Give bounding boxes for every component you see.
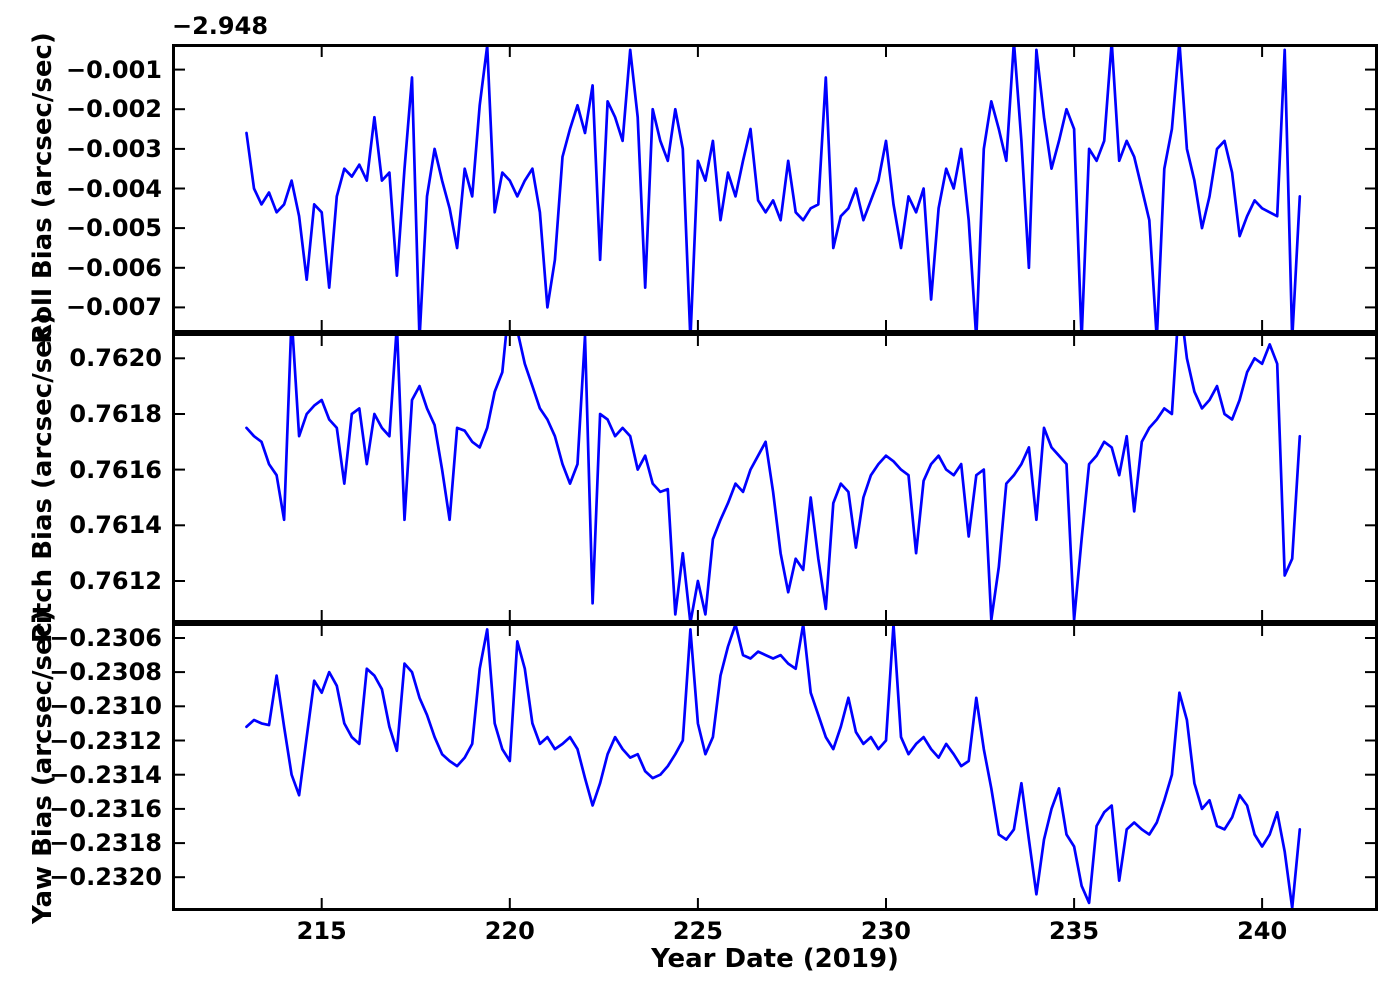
y-tick-label: −0.004 — [65, 174, 162, 203]
y-tick-label: 0.7620 — [69, 344, 162, 373]
yaw-bias-chart-svg — [175, 626, 1375, 908]
y-tick-label: −0.005 — [65, 214, 162, 243]
roll-bias-axes — [172, 44, 1378, 333]
pitch-bias-axes — [172, 333, 1378, 623]
roll-bias-line — [245, 47, 1302, 330]
y-tick-label: −0.2310 — [49, 692, 162, 721]
x-tick-label: 230 — [860, 917, 912, 945]
y-tick-label: −0.2316 — [49, 794, 162, 823]
tick-marks — [175, 336, 1375, 620]
yaw-bias-axes — [172, 623, 1378, 911]
yaw-bias-line — [245, 626, 1302, 908]
x-axis-label: Year Date (2019) — [651, 944, 899, 974]
y-tick-label: −0.2318 — [49, 829, 162, 858]
x-tick-label: 220 — [484, 917, 535, 945]
x-tick-label: 215 — [296, 917, 347, 945]
y-tick-label: −0.003 — [65, 134, 162, 163]
y-tick-label: −0.001 — [65, 55, 162, 84]
y-tick-label: 0.7618 — [69, 399, 162, 428]
x-tick-label: 225 — [672, 917, 723, 945]
x-tick-label: 235 — [1048, 917, 1100, 945]
y-tick-label: −0.002 — [65, 95, 162, 124]
tick-marks — [175, 626, 1375, 908]
y-tick-label: 0.7614 — [69, 511, 162, 540]
pitch-bias-chart-svg — [175, 336, 1375, 620]
y-tick-label: −0.2312 — [49, 726, 162, 755]
y-tick-label: −0.2308 — [49, 658, 162, 687]
y-tick-label: −0.2306 — [49, 623, 162, 652]
y-tick-label: 0.7612 — [69, 567, 162, 596]
y-tick-label: −0.006 — [65, 253, 162, 282]
y-tick-label: −0.007 — [65, 293, 162, 322]
y-tick-label: 0.7616 — [69, 455, 162, 484]
tick-marks — [175, 47, 1375, 330]
y-tick-label: −0.2320 — [49, 863, 162, 892]
x-tick-label: 240 — [1237, 917, 1288, 945]
roll-bias-chart-svg — [175, 47, 1375, 330]
y-tick-label: −0.2314 — [49, 760, 162, 789]
y-axis-offset-text: −2.948 — [172, 12, 269, 40]
pitch-bias-line — [245, 336, 1302, 620]
